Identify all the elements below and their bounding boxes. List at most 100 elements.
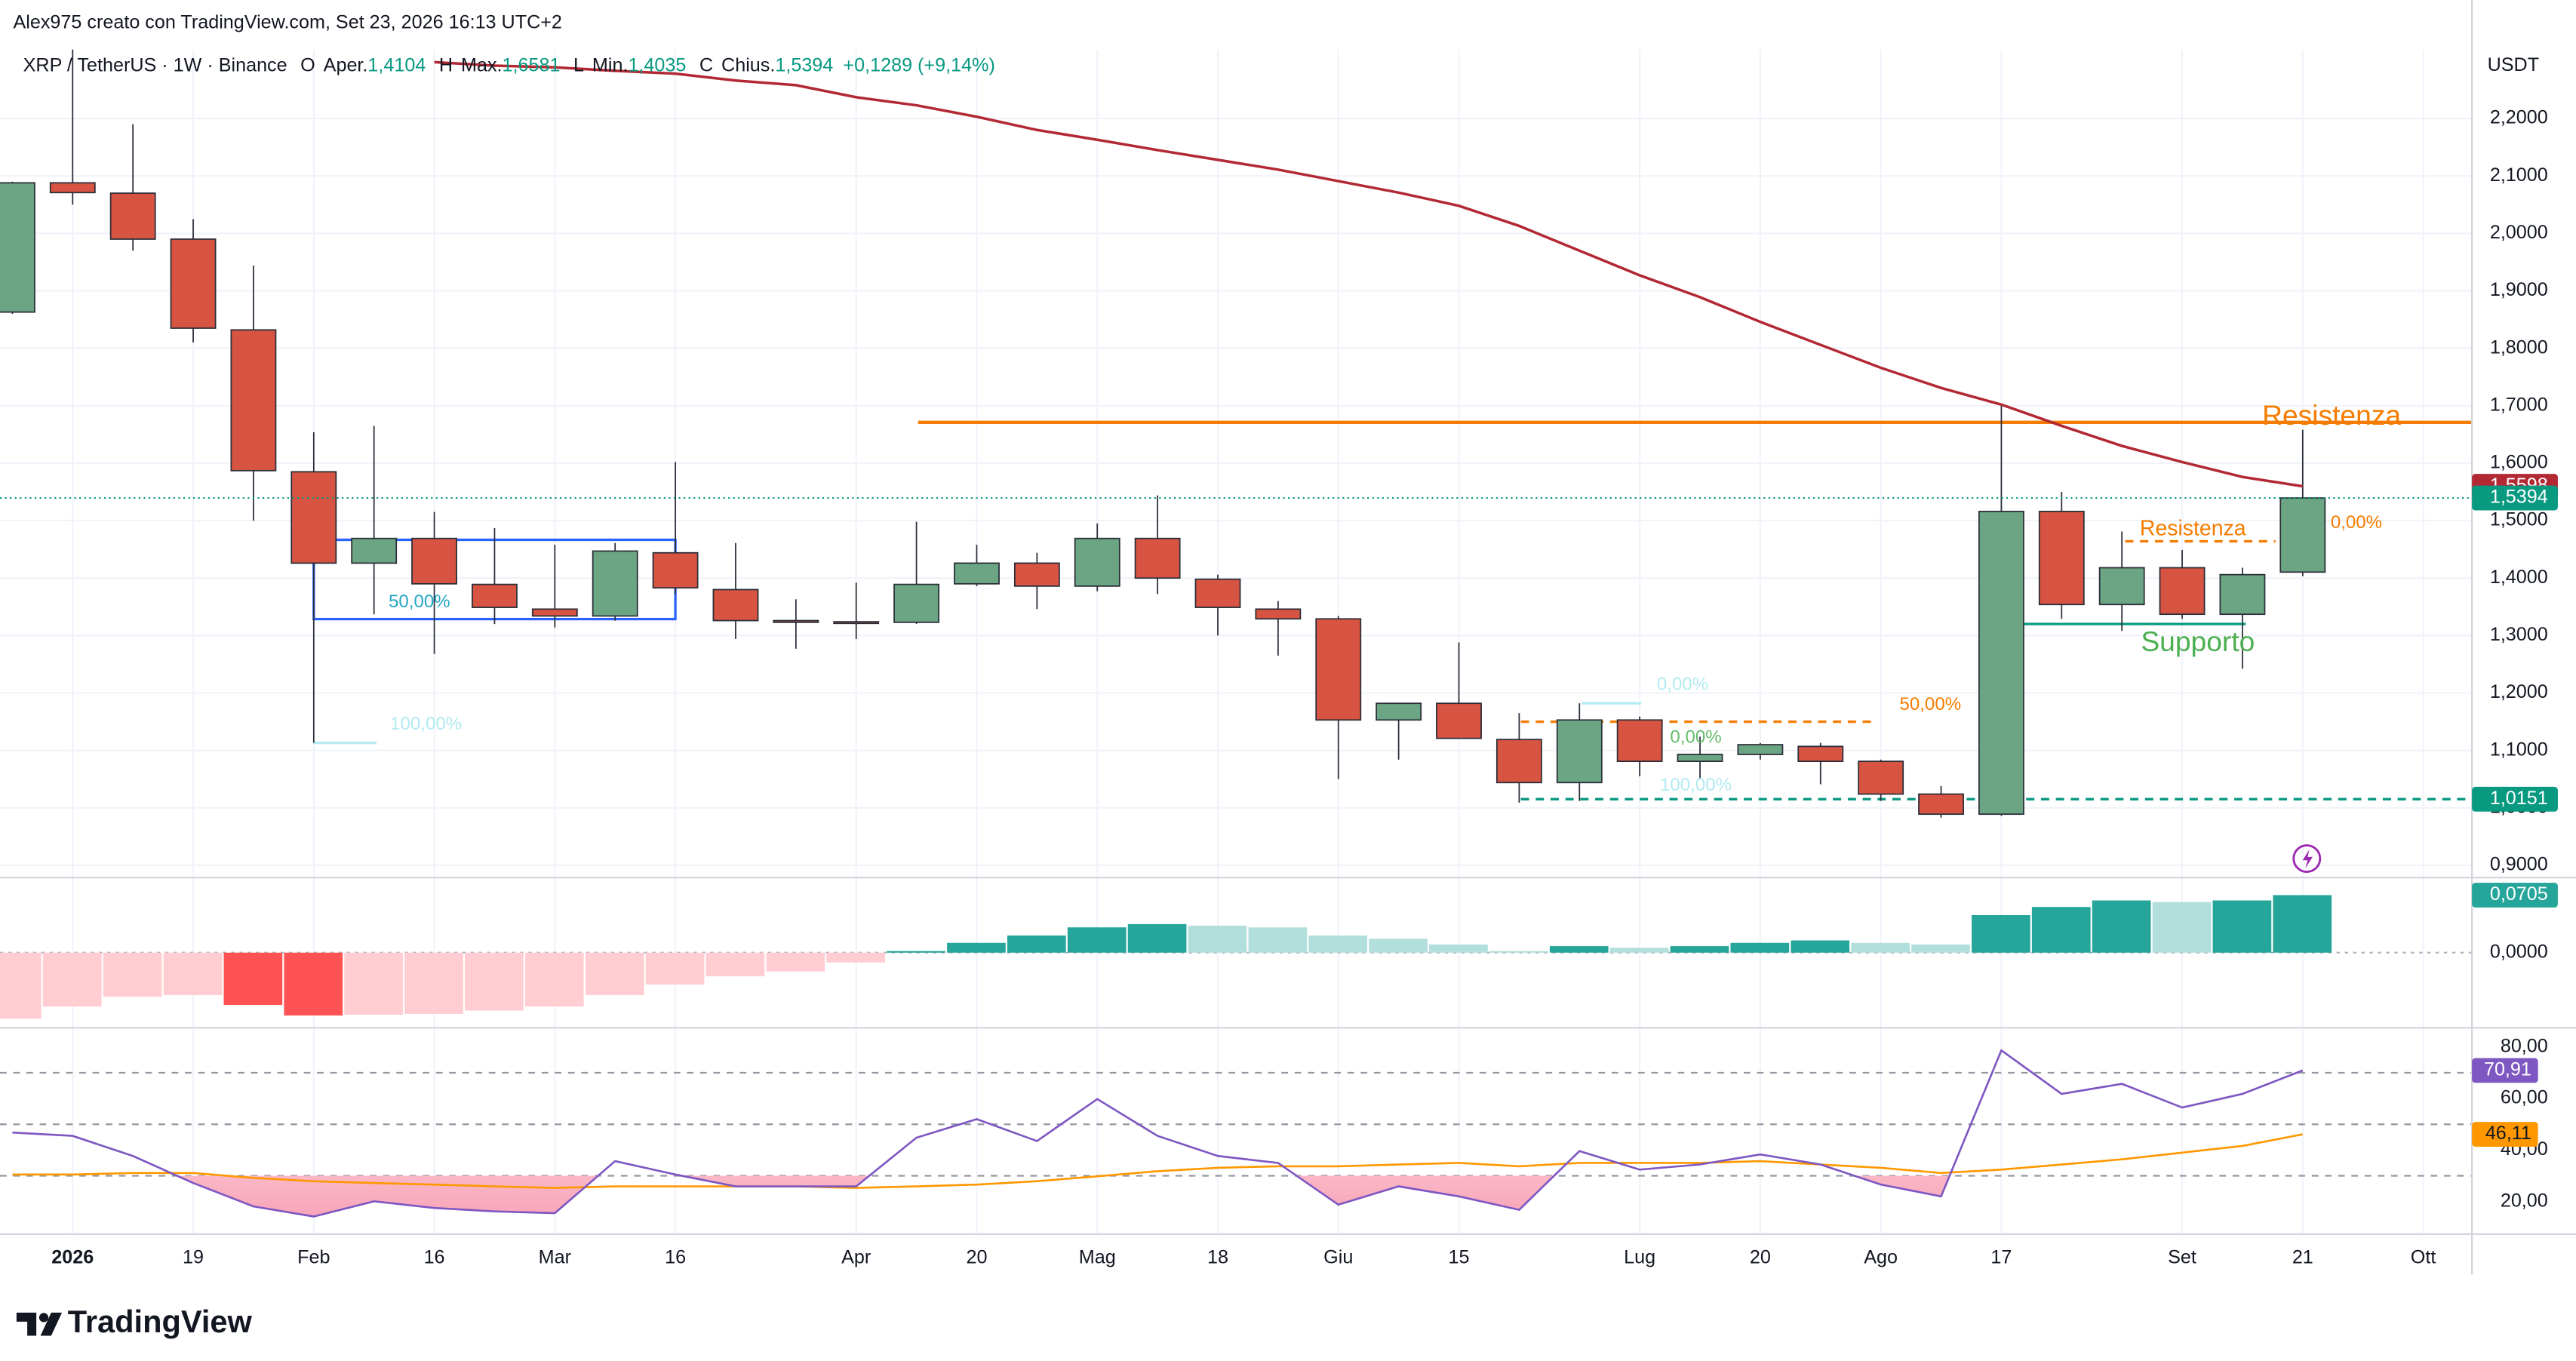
- histogram-bar: [42, 952, 102, 1007]
- histogram-bar: [2273, 895, 2332, 953]
- drawing-label: 100,00%: [390, 714, 462, 734]
- axis-value-box: [2472, 1058, 2538, 1083]
- histogram-bar: [0, 952, 41, 1019]
- histogram-bar: [645, 952, 705, 985]
- axis-unit: USDT: [2488, 54, 2539, 75]
- candle-body: [1013, 562, 1060, 587]
- histogram-bar: [1369, 939, 1428, 953]
- x-tick-label: Set: [2168, 1246, 2196, 1267]
- y-tick-label: 2,1000: [2490, 164, 2548, 186]
- y-tick-label: 1,9000: [2490, 279, 2548, 300]
- logo-slash: [40, 1312, 63, 1336]
- x-tick-label: Mar: [539, 1246, 571, 1267]
- legend-part: L: [573, 54, 584, 75]
- candle-body: [472, 583, 518, 608]
- axes: USDT 2026 19 Feb 16 Mar 16 Apr 20 Mag 18 Giu 15 Lug 2…: [0, 0, 2576, 1275]
- candle-body: [1858, 760, 1904, 795]
- histogram-bar: [465, 952, 524, 1011]
- macd-pane: [0, 895, 2473, 1019]
- histogram-bar: [404, 952, 463, 1014]
- brand: TradingView: [68, 1304, 253, 1339]
- drawing-label: 50,00%: [389, 591, 450, 612]
- histogram-bar: [103, 952, 162, 997]
- candle-body: [290, 471, 337, 564]
- candle-body: [1556, 719, 1603, 784]
- legend-part: +0,1289 (+9,14%): [843, 54, 994, 75]
- candle-body: [1677, 754, 1723, 763]
- drawing-label: 0,00%: [1670, 727, 1721, 747]
- legend-part: 1,6581: [503, 54, 561, 75]
- histogram-bar: [1429, 944, 1488, 953]
- drawing-label: Resistenza: [2262, 399, 2401, 431]
- y-tick-label: 2,0000: [2490, 222, 2548, 243]
- candle-body: [1255, 608, 1302, 620]
- y-tick-label: 60,00: [2501, 1087, 2548, 1108]
- legend-part: XRP / TetherUS · 1W · Binance: [23, 54, 287, 75]
- histogram-bar: [1549, 946, 1609, 953]
- histogram-bar: [1609, 948, 1669, 953]
- legend-part: Aper.: [324, 54, 368, 75]
- histogram-bar: [344, 952, 403, 1015]
- y-tick-label: 80,00: [2501, 1035, 2548, 1056]
- candle-body: [531, 608, 578, 617]
- histogram-bar: [223, 952, 283, 1005]
- histogram-bar: [1007, 935, 1066, 953]
- x-tick-label: 21: [2292, 1246, 2313, 1267]
- legend-part: C: [699, 54, 713, 75]
- drawing-label: Resistenza: [2140, 517, 2246, 541]
- y-tick-label: 1,4000: [2490, 567, 2548, 588]
- y-tick-label: 1,5000: [2490, 509, 2548, 530]
- y-tick-label: 20,00: [2501, 1190, 2548, 1211]
- histogram-bar: [1127, 923, 1187, 953]
- histogram-bar: [163, 952, 223, 996]
- axis-value-box: [2472, 1122, 2538, 1147]
- x-tick-label: Ott: [2411, 1246, 2436, 1267]
- drawing-label: 100,00%: [1660, 775, 1732, 795]
- candle-body: [1797, 745, 1844, 763]
- legend-part: 1,4035: [628, 54, 686, 75]
- y-tick-label: 1,1000: [2490, 739, 2548, 760]
- candle-body: [49, 182, 96, 194]
- candle-body: [351, 537, 398, 564]
- drawing-label: 0,00%: [1657, 674, 1708, 695]
- histogram-bar: [524, 952, 584, 1007]
- candle-body: [1074, 537, 1120, 587]
- histogram-bar: [1730, 942, 1790, 953]
- histogram-bar: [826, 952, 886, 963]
- axis-value-box: [2472, 485, 2558, 511]
- candle-body: [712, 588, 759, 622]
- drawing-label: 50,00%: [1899, 694, 1961, 714]
- candle-body: [1918, 793, 1964, 816]
- logo-dot: [38, 1313, 49, 1323]
- x-tick-label: 20: [966, 1246, 987, 1267]
- alert-bolt: [2302, 849, 2313, 869]
- candle-body: [1978, 511, 2024, 816]
- candle-body: [652, 551, 699, 589]
- legend-part: O: [300, 54, 315, 75]
- y-tick-label: 2,2000: [2490, 107, 2548, 128]
- moving-average: [434, 60, 2304, 488]
- x-tick-label: Ago: [1864, 1246, 1898, 1267]
- histogram-bar: [2212, 900, 2272, 953]
- y-tick-label: 1,6000: [2490, 452, 2548, 473]
- candle-body: [1616, 719, 1663, 763]
- x-tick-label: 19: [183, 1246, 204, 1267]
- histogram-bar: [1670, 946, 1729, 953]
- rsi-line: [12, 1133, 2304, 1189]
- axis-value-label: 1,5394: [2490, 487, 2548, 508]
- candle-body: [2038, 511, 2085, 606]
- candle-body: [1376, 702, 1422, 721]
- candle-body: [1436, 702, 1482, 739]
- drawing-label: 0,00%: [2331, 512, 2382, 533]
- candle-body: [109, 192, 156, 240]
- histogram-bar: [1851, 942, 1910, 953]
- price-pane: Resistenza Resistenza Supporto 0,00% 50,00% 1…: [0, 49, 2473, 867]
- x-tick-label: 15: [1449, 1246, 1470, 1267]
- candle-body: [1134, 537, 1181, 579]
- candle-body: [1315, 618, 1362, 721]
- y-tick-label: 1,8000: [2490, 336, 2548, 358]
- histogram-bar: [947, 942, 1006, 953]
